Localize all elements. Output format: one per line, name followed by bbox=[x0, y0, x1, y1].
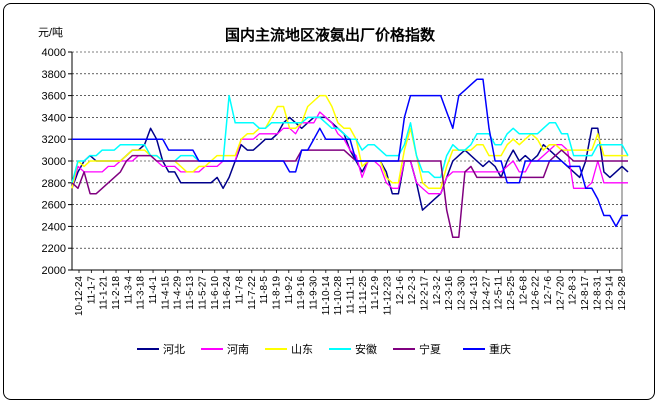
y-tick-label: 3600 bbox=[42, 91, 66, 103]
x-tick-label: 12-5-11 bbox=[494, 276, 505, 310]
x-tick-label: 11-3-18 bbox=[136, 276, 147, 310]
x-tick-label: 11-2-18 bbox=[111, 276, 122, 310]
x-tick-label: 11-7-22 bbox=[247, 276, 258, 310]
x-tick-label: 12-3-2 bbox=[432, 276, 443, 305]
x-tick-label: 11-10-28 bbox=[333, 276, 344, 316]
series-lines bbox=[71, 78, 629, 239]
x-tick-label: 11-6-10 bbox=[210, 276, 221, 310]
x-tick-label: 12-6-8 bbox=[518, 276, 529, 305]
x-tick-label: 12-4-27 bbox=[481, 276, 492, 311]
gridlines bbox=[68, 51, 622, 271]
x-tick-label: 11-10-14 bbox=[321, 276, 332, 316]
x-tick-label: 11-4-1 bbox=[148, 276, 159, 305]
legend: 河北 河南 山东 安徽 宁夏 重庆 bbox=[137, 342, 511, 356]
y-tick-label: 2600 bbox=[42, 200, 66, 212]
x-tick-label: 12-4-13 bbox=[469, 276, 480, 311]
x-tick-label: 12-8-17 bbox=[580, 276, 591, 311]
y-tick-label: 2000 bbox=[42, 265, 66, 277]
x-tick-label: 11-9-16 bbox=[296, 276, 307, 310]
x-tick-label: 11-3-4 bbox=[123, 276, 134, 305]
x-tick-label: 11-5-27 bbox=[197, 276, 208, 310]
x-tick-labels: 10-12-24 11-1-7 11-1-21 11-2-18 11-3-4 11-3-1… bbox=[74, 270, 628, 316]
x-tick-label: 11-5-13 bbox=[185, 276, 196, 310]
x-tick-label: 10-12-24 bbox=[74, 276, 85, 316]
legend-label-1: 河南 bbox=[227, 343, 249, 356]
y-tick-label: 3200 bbox=[42, 134, 66, 146]
x-tick-label: 11-6-24 bbox=[222, 276, 233, 310]
x-tick-label: 11-1-21 bbox=[99, 276, 110, 310]
x-tick-label: 12-2-3 bbox=[407, 276, 418, 305]
y-tick-label: 2800 bbox=[42, 178, 66, 190]
x-tick-label: 12-8-31 bbox=[592, 276, 603, 311]
x-tick-label: 12-8-3 bbox=[568, 276, 579, 305]
x-tick-label: 11-8-19 bbox=[271, 276, 282, 310]
x-tick-label: 12-7-20 bbox=[555, 276, 566, 311]
y-tick-labels: 2000 2200 2400 2600 2800 3000 3200 3400 3600 3800… bbox=[42, 47, 66, 277]
x-tick-label: 12-5-25 bbox=[506, 276, 517, 311]
x-tick-label: 12-1-6 bbox=[395, 276, 406, 305]
y-tick-label: 3400 bbox=[42, 112, 66, 124]
x-tick-label: 11-1-7 bbox=[86, 276, 97, 305]
x-tick-label: 11-12-23 bbox=[383, 276, 394, 316]
x-tick-label: 12-9-14 bbox=[605, 276, 616, 311]
x-tick-label: 12-3-16 bbox=[444, 276, 455, 311]
legend-label-4: 宁夏 bbox=[419, 342, 441, 356]
y-tick-label: 3000 bbox=[42, 156, 66, 168]
x-tick-label: 11-11-25 bbox=[358, 276, 369, 315]
chart-title: 国内主流地区液氨出厂价格指数 bbox=[225, 26, 436, 44]
series-line-5 bbox=[72, 78, 628, 228]
legend-label-0: 河北 bbox=[163, 343, 185, 356]
x-tick-label: 11-4-15 bbox=[160, 276, 171, 310]
x-tick-label: 11-12-9 bbox=[370, 276, 381, 310]
y-tick-label: 4000 bbox=[42, 47, 66, 59]
x-tick-label: 11-11-11 bbox=[346, 276, 357, 314]
x-tick-label: 12-3-30 bbox=[457, 276, 468, 311]
x-tick-label: 11-9-30 bbox=[308, 276, 319, 310]
x-tick-label: 12-2-17 bbox=[420, 276, 431, 311]
series-line-4 bbox=[71, 149, 628, 239]
x-tick-label: 11-9-2 bbox=[284, 276, 295, 305]
x-tick-label: 12-6-22 bbox=[531, 276, 542, 311]
x-tick-label: 11-7-8 bbox=[234, 276, 245, 305]
y-tick-label: 2400 bbox=[42, 221, 66, 233]
x-tick-label: 11-8-5 bbox=[259, 276, 270, 305]
x-tick-label: 12-7-6 bbox=[543, 276, 554, 305]
y-axis-unit-label: 元/吨 bbox=[38, 26, 63, 39]
legend-label-2: 山东 bbox=[291, 343, 313, 356]
x-tick-label: 11-4-29 bbox=[173, 276, 184, 310]
y-tick-label: 2200 bbox=[42, 243, 66, 255]
y-tick-label: 3800 bbox=[42, 69, 66, 81]
x-tick-label: 12-9-28 bbox=[617, 276, 628, 311]
legend-label-3: 安徽 bbox=[355, 342, 377, 356]
legend-label-5: 重庆 bbox=[489, 342, 511, 356]
